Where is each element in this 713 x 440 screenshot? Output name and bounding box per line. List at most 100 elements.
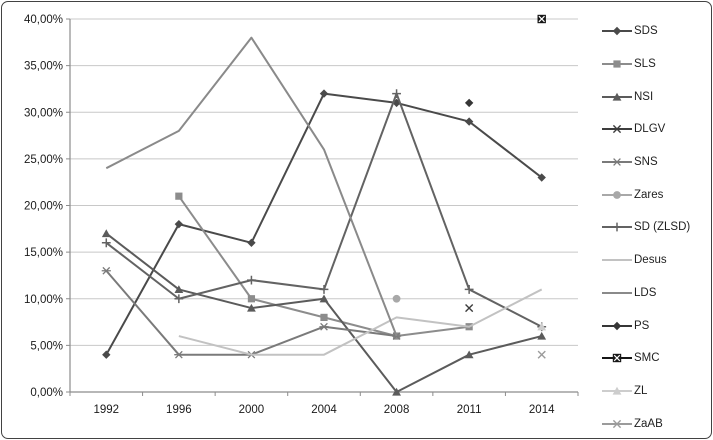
series-marker-diamond-icon — [464, 117, 474, 126]
series-marker-circle-icon — [392, 294, 401, 303]
series-marker-star-icon — [101, 266, 111, 275]
series-sd-zlsd- — [101, 89, 547, 332]
legend-label: ZL — [634, 384, 648, 397]
series-marker-x-icon — [537, 350, 546, 359]
series-marker-plus-icon — [464, 285, 474, 294]
series-marker-square-icon — [247, 295, 256, 303]
series-marker-plus-icon — [392, 89, 401, 98]
series-marker-diamond-icon — [612, 27, 622, 36]
legend-item-desus: Desus — [601, 244, 709, 277]
series-smc — [537, 14, 546, 24]
legend-key-x-icon — [602, 419, 632, 428]
series-marker-circle-icon — [613, 190, 621, 199]
y-axis-label: 30,00% — [24, 107, 63, 119]
legend-key-diamond-icon — [602, 27, 632, 36]
legend-label: NSI — [634, 90, 654, 103]
legend-label: SD (ZLSD) — [634, 221, 691, 234]
series-marker-diamond-icon — [464, 98, 474, 108]
series-sls — [175, 192, 473, 340]
legend-label: ZaAB — [634, 417, 663, 430]
series-marker-plus-icon — [612, 223, 622, 232]
legend-label: LDS — [634, 286, 657, 299]
x-axis-label: 2000 — [239, 404, 265, 416]
legend-label: PS — [634, 319, 650, 332]
series-marker-x-icon — [612, 419, 622, 428]
y-axis-label: 25,00% — [24, 154, 63, 166]
series-marker-plus-icon — [174, 294, 184, 304]
series-marker-triangle-icon — [537, 331, 547, 340]
series-marker-diamond-icon — [102, 350, 111, 359]
series-dlgv — [465, 303, 474, 313]
series-marker-plus-icon — [319, 285, 329, 294]
series-marker-star-icon — [319, 322, 329, 331]
y-axis-label: 35,00% — [24, 61, 63, 73]
series-marker-plus-icon — [101, 238, 111, 248]
series-marker-triangle-icon — [612, 92, 622, 101]
legend-key-star-icon — [602, 158, 632, 166]
series-zl — [537, 322, 547, 331]
legend-label: SLS — [634, 58, 656, 71]
legend-item-sns: SNS — [601, 146, 709, 179]
series-ps — [464, 98, 474, 108]
x-axis-label: 1996 — [166, 404, 192, 416]
y-axis-label: 20,00% — [24, 201, 63, 213]
series-zares — [392, 294, 401, 303]
x-axis-label: 2014 — [529, 404, 555, 416]
series-nsi — [101, 229, 547, 396]
series-marker-star-icon — [174, 350, 184, 359]
legend-item-nsi: NSI — [601, 80, 709, 113]
series-marker-triangle-icon — [392, 387, 401, 396]
series-marker-star-icon — [612, 158, 622, 166]
x-axis-label: 2011 — [457, 404, 482, 416]
series-marker-triangle-icon — [101, 229, 111, 238]
legend-item-sd-zlsd-: SD (ZLSD) — [601, 211, 709, 244]
legend-key-x-icon — [602, 125, 632, 134]
legend-item-zares: Zares — [601, 178, 709, 211]
legend-key-triangle-icon — [602, 386, 632, 395]
series-line — [105, 36, 398, 337]
y-axis-label: 40,00% — [24, 14, 63, 26]
series-marker-triangle-icon — [464, 350, 474, 359]
series-marker-square-icon — [320, 313, 328, 321]
series-marker-diamond-icon — [247, 238, 256, 247]
legend-label: Desus — [634, 254, 667, 267]
y-axis-label: 10,00% — [24, 294, 63, 306]
x-axis-label: 2008 — [384, 404, 410, 416]
series-marker-triangle-icon — [537, 322, 547, 331]
x-axis-label: 1992 — [93, 404, 119, 416]
legend-item-smc: SMC — [601, 342, 709, 375]
series-marker-plus-icon — [247, 275, 256, 285]
legend-item-zaab: ZaAB — [601, 407, 709, 438]
series-desus — [178, 288, 543, 356]
legend-key-circle-icon — [602, 190, 632, 199]
series-marker-x-icon — [612, 125, 622, 134]
series-marker-triangle-icon — [247, 303, 256, 312]
y-axis-label: 15,00% — [24, 247, 63, 259]
legend-key-square-x-icon — [602, 354, 632, 363]
series-marker-triangle-icon — [319, 294, 329, 303]
series-marker-x-icon — [465, 303, 474, 313]
legend-key-diamond-icon — [602, 321, 632, 330]
series-marker-triangle-icon — [174, 285, 184, 294]
y-axis-label: 5,00% — [30, 340, 63, 352]
x-axis-label: 2004 — [311, 404, 337, 416]
legend-key-triangle-icon — [602, 92, 632, 101]
legend-item-lds: LDS — [601, 277, 709, 310]
series-marker-square-x-icon — [612, 354, 622, 363]
series-marker-square-x-icon — [537, 14, 546, 24]
series-marker-diamond-icon — [537, 173, 546, 182]
legend-item-dlgv: DLGV — [601, 113, 709, 146]
series-marker-square-icon — [613, 60, 621, 68]
series-line — [105, 232, 542, 393]
series-marker-diamond-icon — [319, 89, 329, 98]
legend-key-none-icon — [602, 259, 632, 262]
series-marker-diamond-icon — [174, 219, 184, 229]
series-marker-triangle-icon — [612, 386, 622, 395]
series-lds — [105, 36, 398, 337]
legend-key-square-icon — [602, 60, 632, 68]
legend-label: SMC — [634, 352, 660, 365]
series-marker-square-icon — [175, 192, 183, 200]
legend-item-sds: SDS — [601, 15, 709, 48]
y-axis-label: 0,00% — [30, 387, 63, 399]
